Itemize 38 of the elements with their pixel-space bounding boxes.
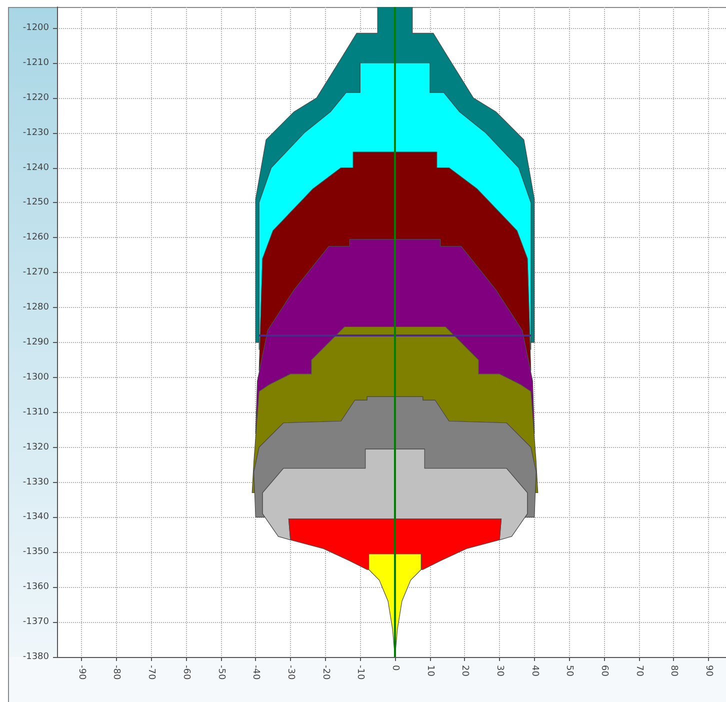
y-tick-label: -1280	[22, 302, 50, 313]
y-tick-label: -1260	[22, 232, 50, 243]
y-tick-label: -1300	[22, 372, 50, 382]
y-tick-label: -1320	[22, 442, 50, 452]
y-tick-label: -1380	[22, 652, 50, 662]
x-tick-label: -30	[285, 665, 296, 680]
x-tick-label: -20	[320, 665, 330, 680]
y-tick-label: -1370	[22, 617, 50, 628]
y-tick-label: -1200	[22, 22, 50, 33]
x-tick-label: 90	[704, 665, 714, 677]
y-tick-label: -1220	[22, 92, 50, 103]
x-tick-label: 70	[634, 665, 644, 677]
x-tick-label: -50	[216, 665, 226, 680]
y-tick-label: -1330	[22, 477, 50, 488]
x-tick-label: -80	[111, 665, 122, 680]
x-tick-label: 60	[599, 665, 610, 677]
x-tick-label: 40	[529, 665, 540, 677]
x-tick-label: 20	[460, 665, 470, 677]
x-tick-label: 80	[668, 665, 679, 677]
y-tick-label: -1240	[22, 162, 50, 173]
y-tick-label: -1350	[22, 547, 50, 558]
x-tick-label: -60	[180, 665, 191, 680]
y-tick-label: -1310	[22, 407, 50, 418]
y-tick-label: -1360	[22, 582, 50, 592]
y-tick-label: -1250	[22, 198, 50, 208]
x-tick-label: 50	[564, 665, 574, 677]
x-tick-label: -40	[250, 665, 261, 680]
x-tick-label: -70	[146, 665, 156, 680]
x-tick-label: 0	[390, 665, 400, 671]
x-tick-label: -10	[355, 665, 366, 680]
y-tick-label: -1230	[22, 128, 50, 138]
y-tick-label: -1340	[22, 512, 50, 522]
y-tick-label: -1210	[22, 58, 50, 68]
y-tick-label: -1270	[22, 268, 50, 278]
y-tick-label: -1290	[22, 337, 50, 348]
x-tick-label: 10	[424, 665, 435, 677]
x-tick-label: -90	[76, 665, 86, 680]
x-tick-label: 30	[494, 665, 505, 677]
